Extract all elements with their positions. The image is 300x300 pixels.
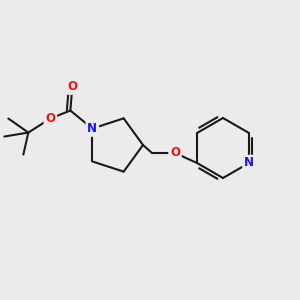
Text: O: O	[170, 146, 180, 160]
Text: O: O	[67, 80, 77, 93]
Text: O: O	[45, 112, 55, 125]
Text: N: N	[244, 157, 254, 169]
Text: N: N	[87, 122, 97, 135]
